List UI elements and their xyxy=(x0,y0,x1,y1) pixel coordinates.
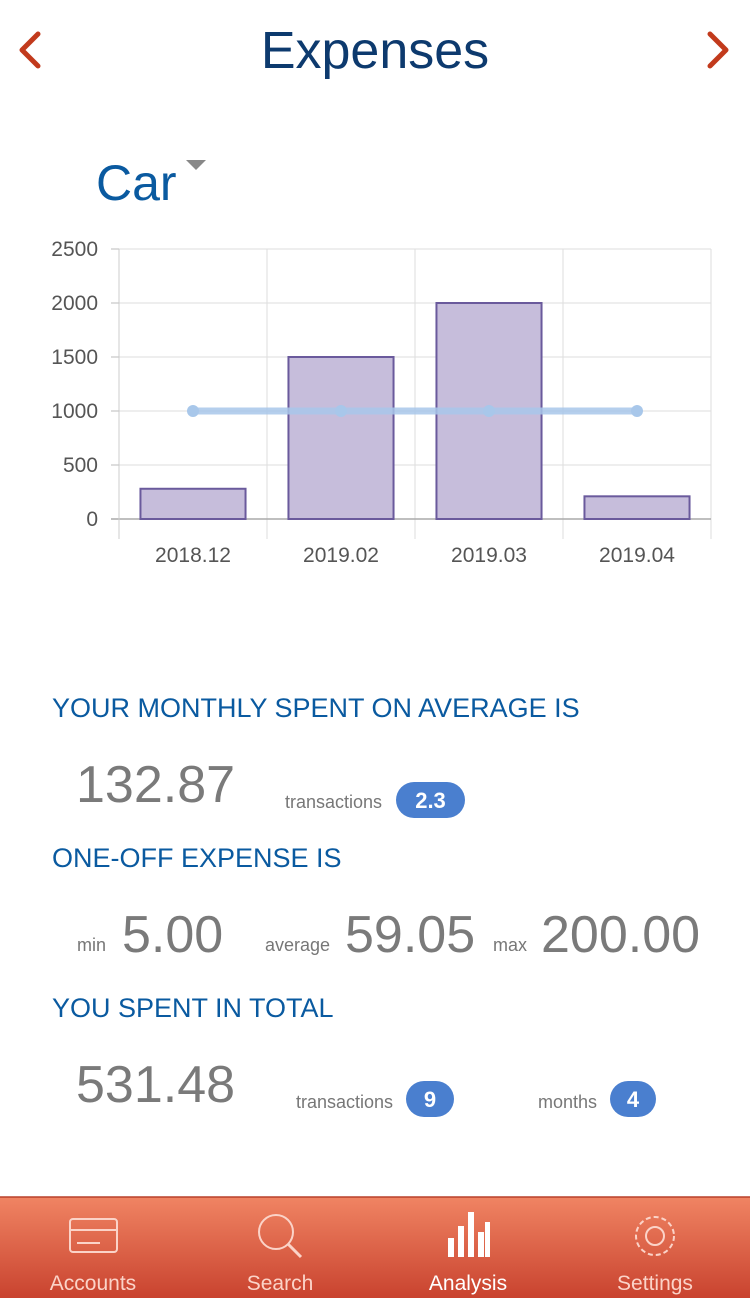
settings-icon xyxy=(635,1216,675,1256)
chart: 0 500 1000 1500 2000 2500 2018.12 2019.02 2019.0… xyxy=(51,238,712,567)
section-heading: YOU SPENT IN TOTAL xyxy=(52,993,334,1023)
transactions-count: 2.3 xyxy=(415,788,446,813)
page-title: Expenses xyxy=(261,22,489,80)
tab-label-active: Analysis xyxy=(429,1272,507,1295)
section-heading: ONE-OFF EXPENSE IS xyxy=(52,843,342,873)
average-point xyxy=(187,405,199,417)
transactions-label: transactions xyxy=(296,1092,393,1112)
forward-button[interactable] xyxy=(707,31,729,69)
months-label: months xyxy=(538,1092,597,1112)
max-label: max xyxy=(493,935,527,955)
min-value: 5.00 xyxy=(122,906,223,964)
bar xyxy=(287,356,395,520)
dropdown-arrow[interactable] xyxy=(186,160,206,170)
analysis-icon-bar xyxy=(458,1226,464,1257)
tab-label: Settings xyxy=(617,1272,693,1295)
total-value: 531.48 xyxy=(76,1056,235,1114)
y-tick-label: 500 xyxy=(63,454,98,477)
y-tick-label: 2000 xyxy=(51,292,98,315)
settings-icon-center xyxy=(645,1226,665,1246)
accounts-tab[interactable]: Accounts xyxy=(50,1218,136,1295)
transactions-label: transactions xyxy=(285,792,382,812)
months-count: 4 xyxy=(627,1087,640,1112)
accounts-icon xyxy=(69,1218,118,1253)
tab-label: Search xyxy=(247,1272,314,1295)
average-point xyxy=(631,405,643,417)
tab-bar xyxy=(0,1197,750,1298)
badge xyxy=(406,1081,454,1117)
search-icon xyxy=(258,1214,294,1250)
max-value: 200.00 xyxy=(541,906,700,964)
x-tick-label: 2018.12 xyxy=(155,544,231,567)
x-tick-label: 2019.02 xyxy=(303,544,379,567)
average-point xyxy=(335,405,347,417)
average-point xyxy=(483,405,495,417)
badge xyxy=(396,782,465,818)
analysis-icon-bar xyxy=(448,1238,454,1257)
search-icon-handle xyxy=(286,1242,303,1259)
y-tick-label: 0 xyxy=(86,508,98,531)
back-button[interactable] xyxy=(19,31,41,69)
analysis-icon-bar xyxy=(478,1232,484,1257)
bar xyxy=(583,495,691,521)
analysis-icon-bar xyxy=(485,1222,490,1257)
min-label: min xyxy=(77,935,106,955)
x-tick-label: 2019.03 xyxy=(451,544,527,567)
x-tick-label: 2019.04 xyxy=(599,544,675,567)
transactions-count: 9 xyxy=(424,1087,436,1112)
search-tab[interactable]: Search xyxy=(247,1214,314,1295)
tab-label: Accounts xyxy=(50,1272,136,1295)
analysis-icon-bar xyxy=(468,1212,474,1257)
category-selector[interactable]: Car xyxy=(96,155,177,211)
section-heading: YOUR MONTHLY SPENT ON AVERAGE IS xyxy=(52,693,580,723)
analysis-tab[interactable]: Analysis xyxy=(429,1212,507,1295)
monthly-average: 132.87 xyxy=(76,756,235,814)
y-tick-label: 1000 xyxy=(51,400,98,423)
settings-tab[interactable]: Settings xyxy=(617,1216,693,1295)
bar xyxy=(139,487,247,521)
y-tick-label: 1500 xyxy=(51,346,98,369)
badge xyxy=(610,1081,656,1117)
average-value: 59.05 xyxy=(345,906,475,964)
y-tick-label: 2500 xyxy=(51,238,98,261)
average-label: average xyxy=(265,935,330,955)
